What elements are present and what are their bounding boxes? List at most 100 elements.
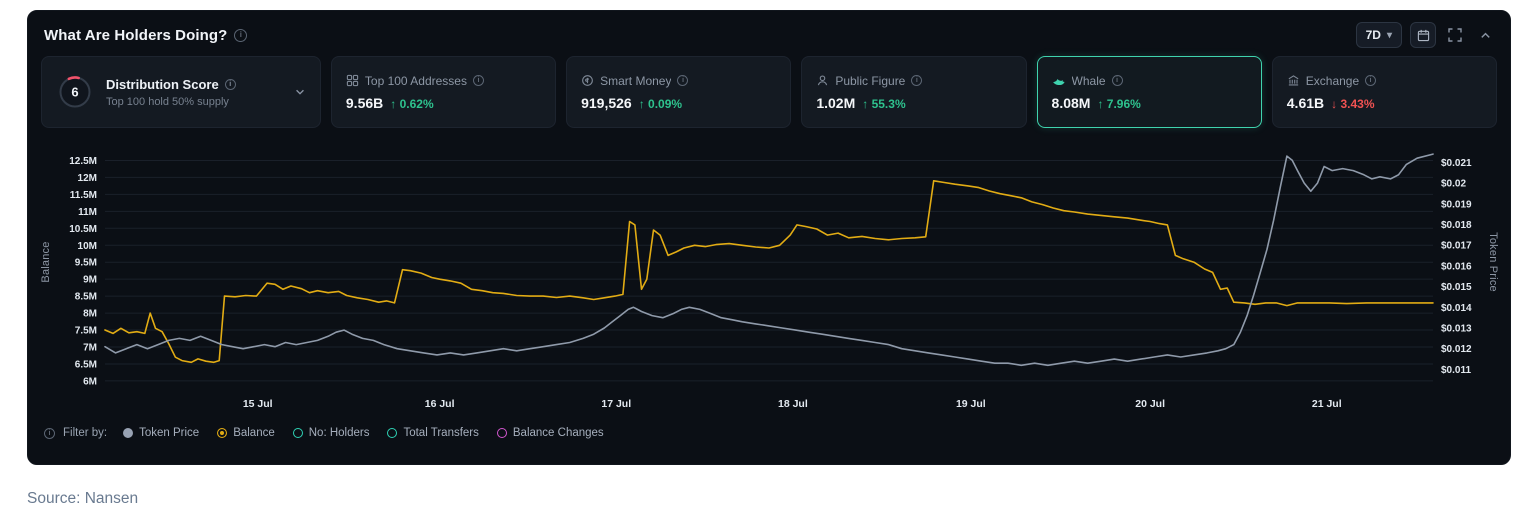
page-title: What Are Holders Doing?	[44, 26, 228, 44]
svg-text:$0.017: $0.017	[1441, 241, 1472, 252]
distribution-score-value: 6	[71, 85, 78, 100]
info-icon[interactable]: i	[1365, 75, 1377, 86]
left-axis-title: Balance	[40, 241, 52, 283]
legend-token-price[interactable]: Token Price	[123, 427, 199, 439]
svg-text:12.5M: 12.5M	[69, 156, 97, 167]
filter-row: i Filter by: Token Price Balance No: Holde…	[28, 414, 1510, 439]
legend-dot	[387, 428, 398, 438]
axis-ticks: 6M 6.5M 7M 7.5M 8M 8.5M 9M 9.5M 10M 10.5M 11M 11.5M…	[69, 156, 1472, 410]
legend-dot	[292, 428, 303, 438]
legend-label: Token Price	[139, 427, 200, 439]
range-value: 7D	[1365, 28, 1381, 42]
svg-text:$0.019: $0.019	[1441, 199, 1472, 210]
svg-text:$0.021: $0.021	[1441, 158, 1472, 169]
filter-label: Filter by:	[63, 427, 108, 439]
svg-text:$0.02: $0.02	[1441, 179, 1466, 190]
caret-down-icon: ▾	[1386, 29, 1392, 41]
svg-text:10M: 10M	[78, 241, 97, 252]
card-label: Public Figure	[835, 73, 906, 88]
card-value-row: 8.08M ↑ 7.96%	[1052, 95, 1247, 111]
svg-text:7.5M: 7.5M	[75, 326, 97, 337]
svg-text:8M: 8M	[83, 309, 97, 320]
legend-dot	[217, 428, 228, 438]
series-token-price	[104, 153, 1434, 367]
card-change: ↓ 3.43%	[1331, 96, 1375, 111]
card-value-row: 4.61B ↓ 3.43%	[1287, 95, 1482, 111]
holders-chart[interactable]: 6M 6.5M 7M 7.5M 8M 8.5M 9M 9.5M 10M 10.5M 11M 11.5M…	[41, 142, 1499, 414]
legend-total-transfers[interactable]: Total Transfers	[387, 427, 479, 439]
svg-text:10.5M: 10.5M	[69, 224, 97, 235]
stat-card-top-100-addresses[interactable]: Top 100 Addresses i 9.56B ↑ 0.62%	[330, 56, 557, 128]
svg-text:16 Jul: 16 Jul	[425, 398, 455, 410]
stat-card-smart-money[interactable]: Smart Money i 919,526 ↑ 0.09%	[566, 56, 792, 128]
whale-icon	[1052, 75, 1066, 87]
stat-card-whale[interactable]: Whale i 8.08M ↑ 7.96%	[1036, 56, 1262, 128]
info-icon[interactable]: i	[224, 78, 236, 90]
legend-label: No: Holders	[308, 427, 370, 439]
card-change: ↑ 7.96%	[1097, 96, 1141, 111]
svg-text:9M: 9M	[83, 275, 97, 286]
right-axis-title: Token Price	[1487, 231, 1499, 292]
svg-text:18 Jul: 18 Jul	[778, 398, 808, 410]
stat-card-exchange[interactable]: Exchange i 4.61B ↓ 3.43%	[1271, 56, 1497, 128]
card-value: 919,526	[581, 94, 632, 111]
svg-text:19 Jul: 19 Jul	[956, 398, 986, 410]
series-balance	[104, 179, 1434, 364]
svg-text:8.5M: 8.5M	[75, 292, 97, 303]
card-label: Exchange	[1305, 73, 1360, 88]
panel-header: What Are Holders Doing? i 7D ▾	[28, 11, 1510, 56]
range-select-button[interactable]: 7D ▾	[1355, 22, 1402, 48]
legend-no-holders[interactable]: No: Holders	[292, 427, 370, 439]
legend-label: Total Transfers	[403, 427, 479, 439]
chevron-down-icon[interactable]	[294, 86, 306, 98]
calendar-icon	[1417, 29, 1429, 41]
series-lines	[104, 153, 1434, 367]
legend-dot	[496, 428, 507, 438]
distribution-title: Distribution Score	[106, 76, 219, 92]
legend-label: Balance	[233, 427, 275, 439]
distribution-subtitle: Top 100 hold 50% supply	[106, 95, 229, 108]
title-info-icon[interactable]: i	[234, 28, 248, 42]
svg-text:7M: 7M	[83, 343, 97, 354]
chevron-up-icon	[1480, 32, 1490, 38]
source-caption: Source: Nansen	[27, 490, 139, 507]
calendar-button[interactable]	[1410, 22, 1436, 48]
svg-text:20 Jul: 20 Jul	[1135, 398, 1165, 410]
card-header: Whale i	[1052, 74, 1247, 88]
legend-balance[interactable]: Balance	[217, 427, 275, 439]
svg-text:$0.013: $0.013	[1441, 324, 1472, 335]
stat-cards: 6 Distribution Score i Top 100 hold 50% …	[28, 56, 1510, 128]
svg-text:$0.011: $0.011	[1441, 365, 1471, 376]
info-icon[interactable]: i	[472, 75, 484, 86]
legend-balance-changes[interactable]: Balance Changes	[496, 427, 604, 439]
card-change: ↑ 0.62%	[390, 96, 434, 111]
smart-money-icon	[581, 74, 594, 87]
info-icon[interactable]: i	[1111, 75, 1123, 86]
stat-card-public-figure[interactable]: Public Figure i 1.02M ↑ 55.3%	[801, 56, 1027, 128]
card-header: Top 100 Addresses i	[346, 74, 541, 88]
expand-button[interactable]	[1444, 24, 1466, 46]
svg-text:17 Jul: 17 Jul	[601, 398, 631, 410]
svg-text:$0.018: $0.018	[1441, 220, 1472, 231]
info-icon[interactable]: i	[677, 75, 689, 86]
filter-info-icon[interactable]: i	[44, 427, 55, 439]
svg-text:6M: 6M	[83, 376, 97, 387]
card-value-row: 9.56B ↑ 0.62%	[346, 95, 541, 111]
svg-text:11M: 11M	[78, 207, 97, 218]
card-label: Top 100 Addresses	[364, 73, 467, 88]
collapse-button[interactable]	[1474, 24, 1496, 46]
svg-text:$0.012: $0.012	[1441, 344, 1472, 355]
svg-text:11.5M: 11.5M	[70, 190, 97, 201]
public-figure-icon	[816, 74, 829, 87]
card-value: 4.61B	[1286, 94, 1325, 111]
svg-text:$0.016: $0.016	[1441, 261, 1472, 272]
card-change: ↑ 55.3%	[862, 96, 906, 111]
svg-text:$0.015: $0.015	[1441, 282, 1472, 293]
info-icon[interactable]: i	[911, 75, 923, 86]
distribution-score-card[interactable]: 6 Distribution Score i Top 100 hold 50% …	[41, 56, 321, 128]
svg-text:21 Jul: 21 Jul	[1312, 398, 1342, 410]
card-change: ↑ 0.09%	[638, 96, 683, 111]
card-header: Exchange i	[1287, 74, 1482, 88]
card-value: 8.08M	[1051, 94, 1091, 111]
card-value-row: 1.02M ↑ 55.3%	[816, 95, 1011, 111]
